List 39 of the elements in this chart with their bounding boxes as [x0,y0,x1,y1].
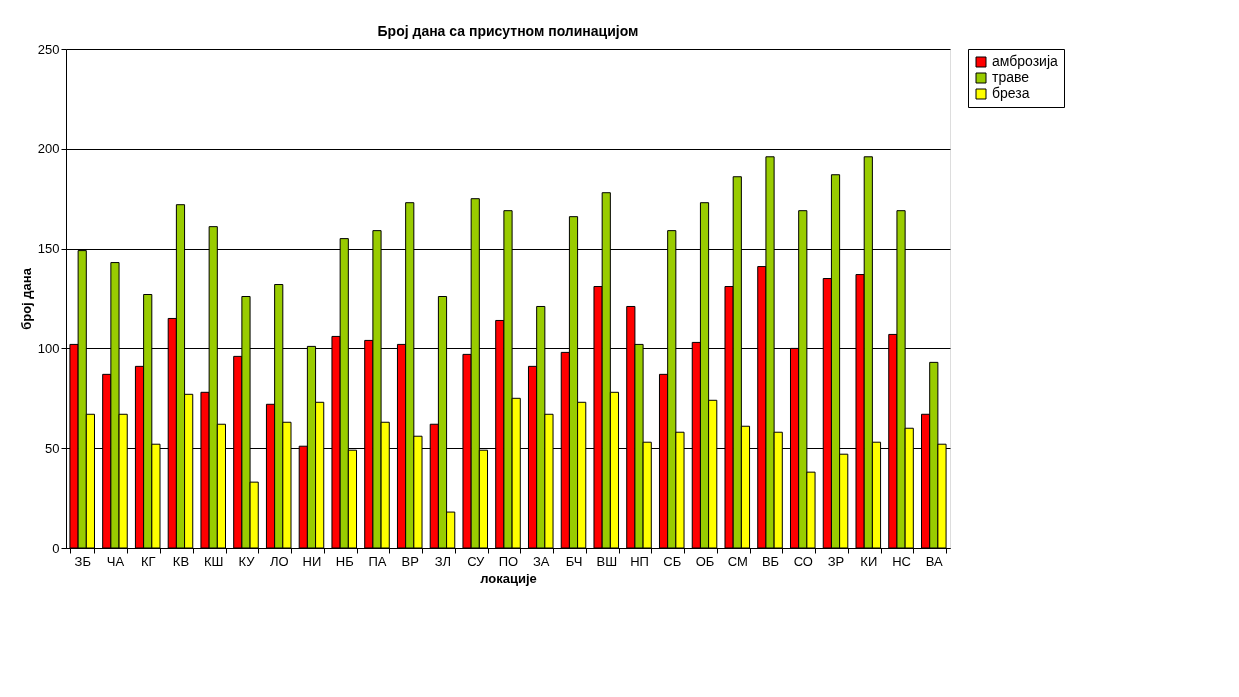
x-tick-label: ЗР [827,553,845,569]
x-tick-label: ЧА [106,553,125,569]
x-tick-label: СБ [663,553,682,569]
y-tick-label: 150 [37,241,60,257]
x-tick-label: НС [892,553,911,569]
y-tick-label: 0 [52,540,60,556]
legend-label: траве [992,69,1030,85]
x-tick-label: КГ [140,553,156,569]
x-tick-label: ВШ [596,553,618,569]
x-tick-label: ВР [401,553,419,569]
y-tick-label: 200 [37,141,60,157]
x-tick-label: СУ [467,553,486,569]
legend-label: амброзија [992,53,1059,69]
x-tick-label: ПА [368,553,387,569]
x-tick-label: НБ [335,553,354,569]
x-tick-label: ВА [925,553,944,569]
y-tick-label: 250 [37,41,60,57]
x-tick-label: ПО [498,553,519,569]
x-tick-label: ЗБ [74,553,91,569]
x-tick-label: КШ [203,553,224,569]
x-tick-label: НИ [302,553,322,569]
x-tick-label: ВБ [761,553,780,569]
y-tick-label: 50 [45,440,60,456]
y-axis-title: број дана [18,267,34,330]
chart-title: Број дана са присутном полинацијом [377,23,639,39]
x-tick-label: ЗЛ [434,553,452,569]
x-tick-label: ЗА [532,553,550,569]
x-tick-label: ОБ [695,553,715,569]
x-tick-label: БЧ [565,553,583,569]
x-tick-label: НП [630,553,649,569]
x-tick-label: КИ [860,553,878,569]
x-tick-label: КУ [238,553,256,569]
x-tick-label: СО [793,553,813,569]
x-axis-title: локације [480,570,537,586]
x-tick-label: КВ [172,553,190,569]
x-tick-label: СМ [727,553,748,569]
legend-label: бреза [992,85,1030,101]
y-tick-label: 100 [37,340,60,356]
x-tick-label: ЛО [269,553,289,569]
